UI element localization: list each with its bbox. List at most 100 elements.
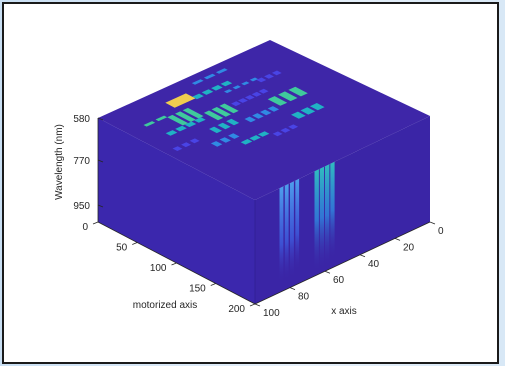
y-tick-2 [171,262,177,266]
feature-bar-26 [175,125,187,132]
feature-bar-27 [184,121,197,128]
y-tick-label-1: 50 [116,243,128,254]
y-tick-label-0: 0 [82,222,88,233]
feature-bar-5 [211,85,223,91]
x-axis-label: x axis [331,306,357,317]
z-tick-0 [97,117,104,121]
wavelength-streak-0 [279,186,284,284]
z-tick-2 [97,204,104,208]
y-tick-1 [132,242,138,245]
y-tick-label-3: 150 [189,284,206,295]
wavelength-streak-5 [319,166,325,269]
x-tick-4 [289,287,296,290]
wavelength-streak-6 [325,164,330,267]
axes: 580 770 950 0 50 100 150 200 0 20 40 60 80 100 [73,114,444,319]
x-tick-label-1: 20 [403,242,415,253]
x-tick-5 [254,303,261,307]
feature-bar-50 [288,124,299,130]
feature-bar-33 [252,113,264,119]
feature-bar-56 [271,70,282,76]
feature-bar-7 [165,93,196,108]
z-tick-label-1: 770 [73,156,90,167]
feature-bar-0 [191,79,204,85]
feature-bar-23 [143,121,156,127]
x-tick-label-3: 60 [333,275,345,286]
feature-bar-14 [249,77,259,82]
feature-bar-49 [280,127,291,133]
wavelength-streak-4 [314,169,319,272]
feature-bar-32 [244,116,256,123]
feature-bar-43 [249,135,261,141]
feature-bar-1 [203,73,216,80]
x-axis-line [254,221,431,305]
x-tick-label-0: 0 [438,226,444,237]
feature-bar-18 [231,101,241,107]
feature-bar-37 [278,91,298,102]
wavelength-streak-3 [295,178,300,271]
feature-bar-41 [228,133,240,139]
volume-top-face [98,40,430,200]
feature-bar-40 [219,137,231,143]
x-tick-label-5: 100 [263,308,280,319]
feature-bar-36 [267,96,288,106]
feature-bar-25 [165,130,178,136]
y-tick-3 [210,283,216,286]
y-tick-4 [249,303,256,307]
feature-bar-21 [251,91,262,97]
feature-bar-39 [210,141,223,147]
feature-bar-35 [267,106,280,112]
feature-bar-10 [182,107,204,119]
feature-bar-46 [300,107,316,115]
feature-bar-45 [291,111,306,119]
feature-bar-24 [155,115,168,122]
feature-bar-16 [211,107,231,117]
feature-bar-47 [309,103,325,111]
feature-bar-12 [232,85,241,90]
feature-bar-42 [240,139,253,145]
feature-bar-54 [256,77,267,83]
feature-bar-52 [181,142,191,148]
feature-bar-44 [257,131,270,137]
feature-bar-53 [189,138,200,144]
feature-bar-20 [244,95,255,100]
feature-bar-31 [226,118,240,126]
y-tick-label-4: 200 [228,304,245,315]
feature-bar-30 [217,122,231,130]
wavelength-streak-2 [290,181,294,279]
feature-bar-55 [264,74,274,79]
feature-bar-34 [260,109,272,116]
volume-left-face [98,118,255,304]
x-tick-0 [429,221,436,225]
feature-bar-2 [215,68,228,74]
feature-bar-28 [194,117,206,123]
x-tick-1 [394,238,401,241]
wavelength-streak-7 [330,161,335,259]
feature-bar-15 [203,110,224,121]
y-tick-0 [92,221,99,225]
feature-bar-22 [258,88,269,94]
feature-bar-3 [192,93,204,100]
feature-bar-9 [175,111,196,122]
feature-bar-4 [201,89,214,95]
feature-bar-13 [241,81,250,86]
z-tick-1 [97,159,104,163]
feature-bar-38 [288,86,308,97]
feature-bar-6 [220,80,233,87]
feature-bar-48 [272,131,283,137]
x-tick-3 [324,270,331,274]
feature-bar-11 [224,89,233,94]
spectral-features [143,68,325,151]
wavelength-streaks [279,161,335,284]
x-tick-label-2: 40 [368,259,380,270]
y-axis-label: motorized axis [133,300,197,311]
feature-bar-19 [238,98,248,103]
feature-bar-51 [172,146,183,151]
z-tick-label-2: 950 [73,201,90,212]
z-tick-label-0: 580 [73,114,90,125]
x-tick-label-4: 80 [298,292,310,303]
feature-bar-17 [219,103,239,114]
y-tick-label-2: 100 [150,263,167,274]
x-tick-2 [359,254,366,258]
feature-bar-8 [167,114,189,126]
